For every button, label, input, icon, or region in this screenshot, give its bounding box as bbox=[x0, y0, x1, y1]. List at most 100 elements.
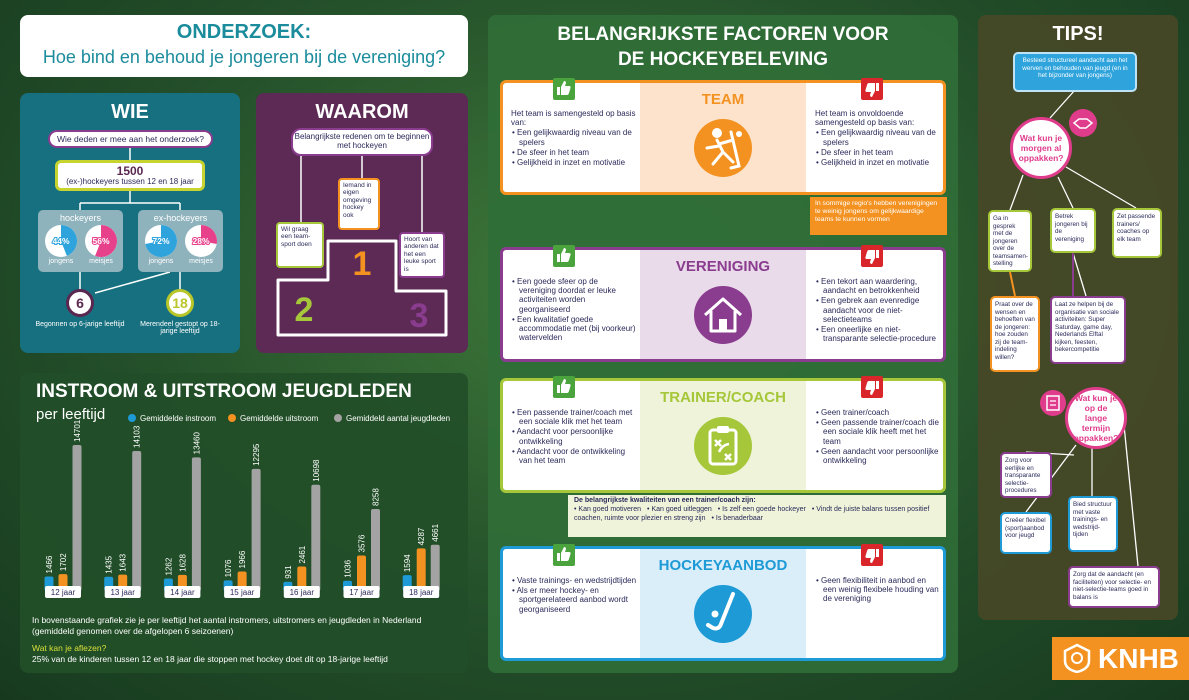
graphic bbox=[557, 547, 571, 561]
graphic bbox=[865, 250, 879, 264]
value-label: 1262 bbox=[164, 557, 173, 575]
list-item: Een passende trainer/coach met een socia… bbox=[511, 408, 637, 426]
factor-note: De belangrijkste kwaliteiten van een tra… bbox=[568, 495, 946, 537]
section-heading: TRAINER/COACH bbox=[660, 389, 786, 406]
factor-section: HOCKEYAANBOD Vaste trainings- en wedstrij… bbox=[500, 544, 946, 661]
donut-slice bbox=[145, 225, 177, 257]
connectors bbox=[79, 148, 181, 294]
bar bbox=[191, 457, 201, 591]
list-item: Gelijkheid in inzet en motivatie bbox=[815, 158, 941, 167]
group-box: ex-hockeyers 72% jongens 28% meisjes bbox=[138, 210, 223, 272]
tip-box: Betrek jongeren bij de vereniging bbox=[1050, 208, 1096, 253]
graphic bbox=[1040, 390, 1066, 416]
tip-box: Zorg voor eerlijke en transparante selec… bbox=[1000, 452, 1052, 498]
bar bbox=[371, 508, 380, 591]
graphic bbox=[705, 128, 742, 170]
positive-column: Een passende trainer/coach met een socia… bbox=[511, 407, 637, 465]
graphic bbox=[557, 248, 571, 262]
value-label: 3576 bbox=[358, 534, 367, 552]
tip-box: Creëer flexibel (sport)aanbod voor jeugd bbox=[1000, 512, 1052, 554]
total-box: 1500 (ex-)hockeyers tussen 12 en 18 jaar bbox=[55, 160, 205, 191]
category-label: 15 jaar bbox=[230, 588, 255, 597]
value-label: 1466 bbox=[45, 555, 54, 573]
logo-text: KNHB bbox=[1098, 643, 1179, 674]
question: Wie deden er mee aan het onderzoek? bbox=[48, 130, 213, 148]
tips-intro: Besteed structureel aandacht aan het wer… bbox=[1013, 52, 1137, 92]
graphic bbox=[1063, 643, 1091, 673]
tip-box: Ga in gesprek met de jongeren over de te… bbox=[988, 210, 1032, 272]
graphic bbox=[712, 128, 722, 138]
list-item: Geen passende trainer/coach die een soci… bbox=[815, 418, 941, 446]
category-box bbox=[224, 586, 261, 598]
thumb-down bbox=[861, 78, 883, 100]
list-item: Als er meer hockey- en sportgerelateerd … bbox=[511, 586, 637, 614]
legend-marker bbox=[228, 414, 236, 422]
donut-slice bbox=[201, 225, 217, 244]
total-number: 1500 bbox=[116, 164, 144, 178]
list-item: Geen aandacht voor persoonlijke ontwikke… bbox=[815, 447, 941, 465]
header-subtitle: Hoe bind en behoud je jongeren bij de ve… bbox=[42, 47, 446, 67]
waarom-panel: 1 2 3 WAAROM Belangrijkste redenen om te beg… bbox=[256, 93, 468, 353]
graphic bbox=[1046, 395, 1060, 411]
graphic bbox=[865, 250, 879, 264]
value-label: 4287 bbox=[417, 527, 426, 545]
legend-marker bbox=[334, 414, 342, 422]
panel-title: WAAROM bbox=[315, 101, 409, 123]
graphic bbox=[865, 549, 879, 563]
stat-name: meisjes bbox=[189, 258, 213, 265]
donut-label: 56% bbox=[92, 236, 109, 246]
donut-label: 72% bbox=[152, 236, 169, 246]
age-circle: 6 bbox=[66, 289, 94, 317]
list-item: Een gelijkwaardig niveau van de spelers bbox=[815, 128, 941, 146]
negative-column: Het team is onvoldoende samengesteld op … bbox=[815, 109, 941, 167]
category-box bbox=[164, 586, 201, 598]
bar bbox=[416, 548, 426, 591]
graphic bbox=[711, 610, 719, 618]
wie-panel: WIE Wie deden er mee aan het onderzoek? 15… bbox=[20, 93, 240, 353]
thumb-down bbox=[861, 245, 883, 267]
bar bbox=[357, 555, 366, 591]
value-label: 1628 bbox=[178, 553, 187, 571]
tip-box: Laat ze helpen bij de organisatie van so… bbox=[1050, 296, 1126, 364]
graphic bbox=[1071, 652, 1083, 664]
logo-emblem bbox=[1063, 643, 1091, 673]
list-item: Geen trainer/coach bbox=[815, 408, 941, 417]
podium-number: 1 bbox=[353, 245, 372, 283]
header-box: ONDERZOEK: Hoe bind en behoud je jongeren… bbox=[20, 15, 468, 77]
value-label: 1076 bbox=[224, 559, 233, 577]
note-item: • Kan goed uitleggen bbox=[647, 505, 712, 513]
intro: Het team is onvoldoende samengesteld op … bbox=[815, 109, 915, 128]
bar bbox=[132, 450, 142, 591]
list-item: Een gebrek aan evenredige aandacht voor … bbox=[815, 296, 941, 324]
negative-column: Een tekort aan waardering, aandacht en b… bbox=[815, 276, 941, 343]
tips-question: Wat kun je op de lange termijn oppakken? bbox=[1065, 387, 1127, 449]
section-heading: TEAM bbox=[701, 91, 745, 108]
factors-panel: BELANGRIJKSTE FACTOREN VOOR DE HOCKEYBEL… bbox=[488, 15, 958, 673]
category-label: 14 jaar bbox=[170, 588, 195, 597]
thumb-down bbox=[861, 376, 883, 398]
legend-label: Gemiddelde instroom bbox=[140, 414, 216, 423]
age-text: Begonnen op 6-jarige leeftijd bbox=[35, 321, 125, 328]
bar bbox=[251, 468, 261, 591]
panel-title: WIE bbox=[111, 101, 149, 123]
value-label: 12295 bbox=[252, 443, 261, 466]
thumb-down bbox=[861, 544, 883, 566]
value-label: 1435 bbox=[105, 555, 114, 573]
section-icon bbox=[694, 119, 752, 177]
list-item: Aandacht voor de ontwikkeling van het te… bbox=[511, 447, 637, 465]
graphic bbox=[557, 379, 571, 393]
list-item: Een tekort aan waardering, aandacht en b… bbox=[815, 277, 941, 295]
reason-box: Wil graag een team-sport doen bbox=[276, 222, 324, 268]
graphic bbox=[1072, 118, 1094, 129]
intro: Het team is samengesteld op basis van: bbox=[511, 109, 636, 128]
graphic bbox=[300, 156, 423, 232]
tip-box: Zet passende trainers/ coaches op elk te… bbox=[1112, 208, 1162, 258]
list-item: Aandacht voor persoonlijke ontwikkeling bbox=[511, 427, 637, 445]
legend-label: Gemiddeld aantal jeugdleden bbox=[346, 414, 450, 423]
group-title: hockeyers bbox=[59, 213, 102, 223]
factors-title: BELANGRIJKSTE FACTOREN VOOR DE HOCKEYBEL… bbox=[557, 24, 889, 70]
graphic bbox=[557, 81, 571, 95]
bar bbox=[430, 544, 440, 591]
chart-subtitle: per leeftijd bbox=[36, 406, 106, 423]
